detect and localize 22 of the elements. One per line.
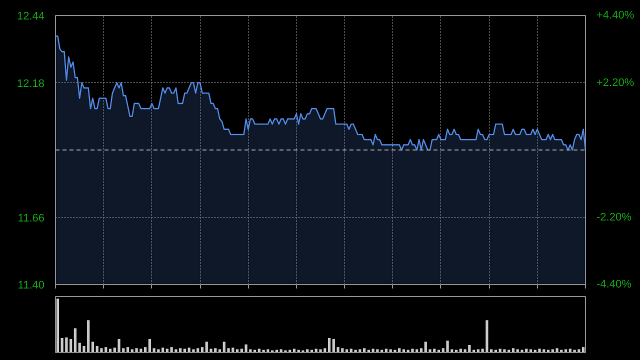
bar <box>538 348 541 352</box>
y2-tick-label: -4.40% <box>596 278 632 290</box>
bar <box>411 348 414 352</box>
y2-tick-label: +2.20% <box>596 76 634 89</box>
bar <box>486 320 488 352</box>
bar <box>446 340 449 352</box>
y2-tick-label: +4.40% <box>596 10 634 22</box>
bar <box>244 344 248 352</box>
y2-tick-label: -2.20% <box>596 211 632 224</box>
bar <box>65 337 68 352</box>
y-tick-label: 12.44 <box>16 10 45 22</box>
bar <box>118 339 120 352</box>
y-tick-label: 11.40 <box>18 280 45 292</box>
y-tick-label: 12.18 <box>16 78 45 90</box>
bar <box>56 298 60 352</box>
bar <box>328 338 331 352</box>
bar <box>74 328 77 352</box>
y-tick-label: 11.66 <box>18 212 45 224</box>
bar <box>91 342 94 352</box>
bar <box>100 348 103 352</box>
bar <box>556 348 558 352</box>
bar <box>135 348 138 352</box>
